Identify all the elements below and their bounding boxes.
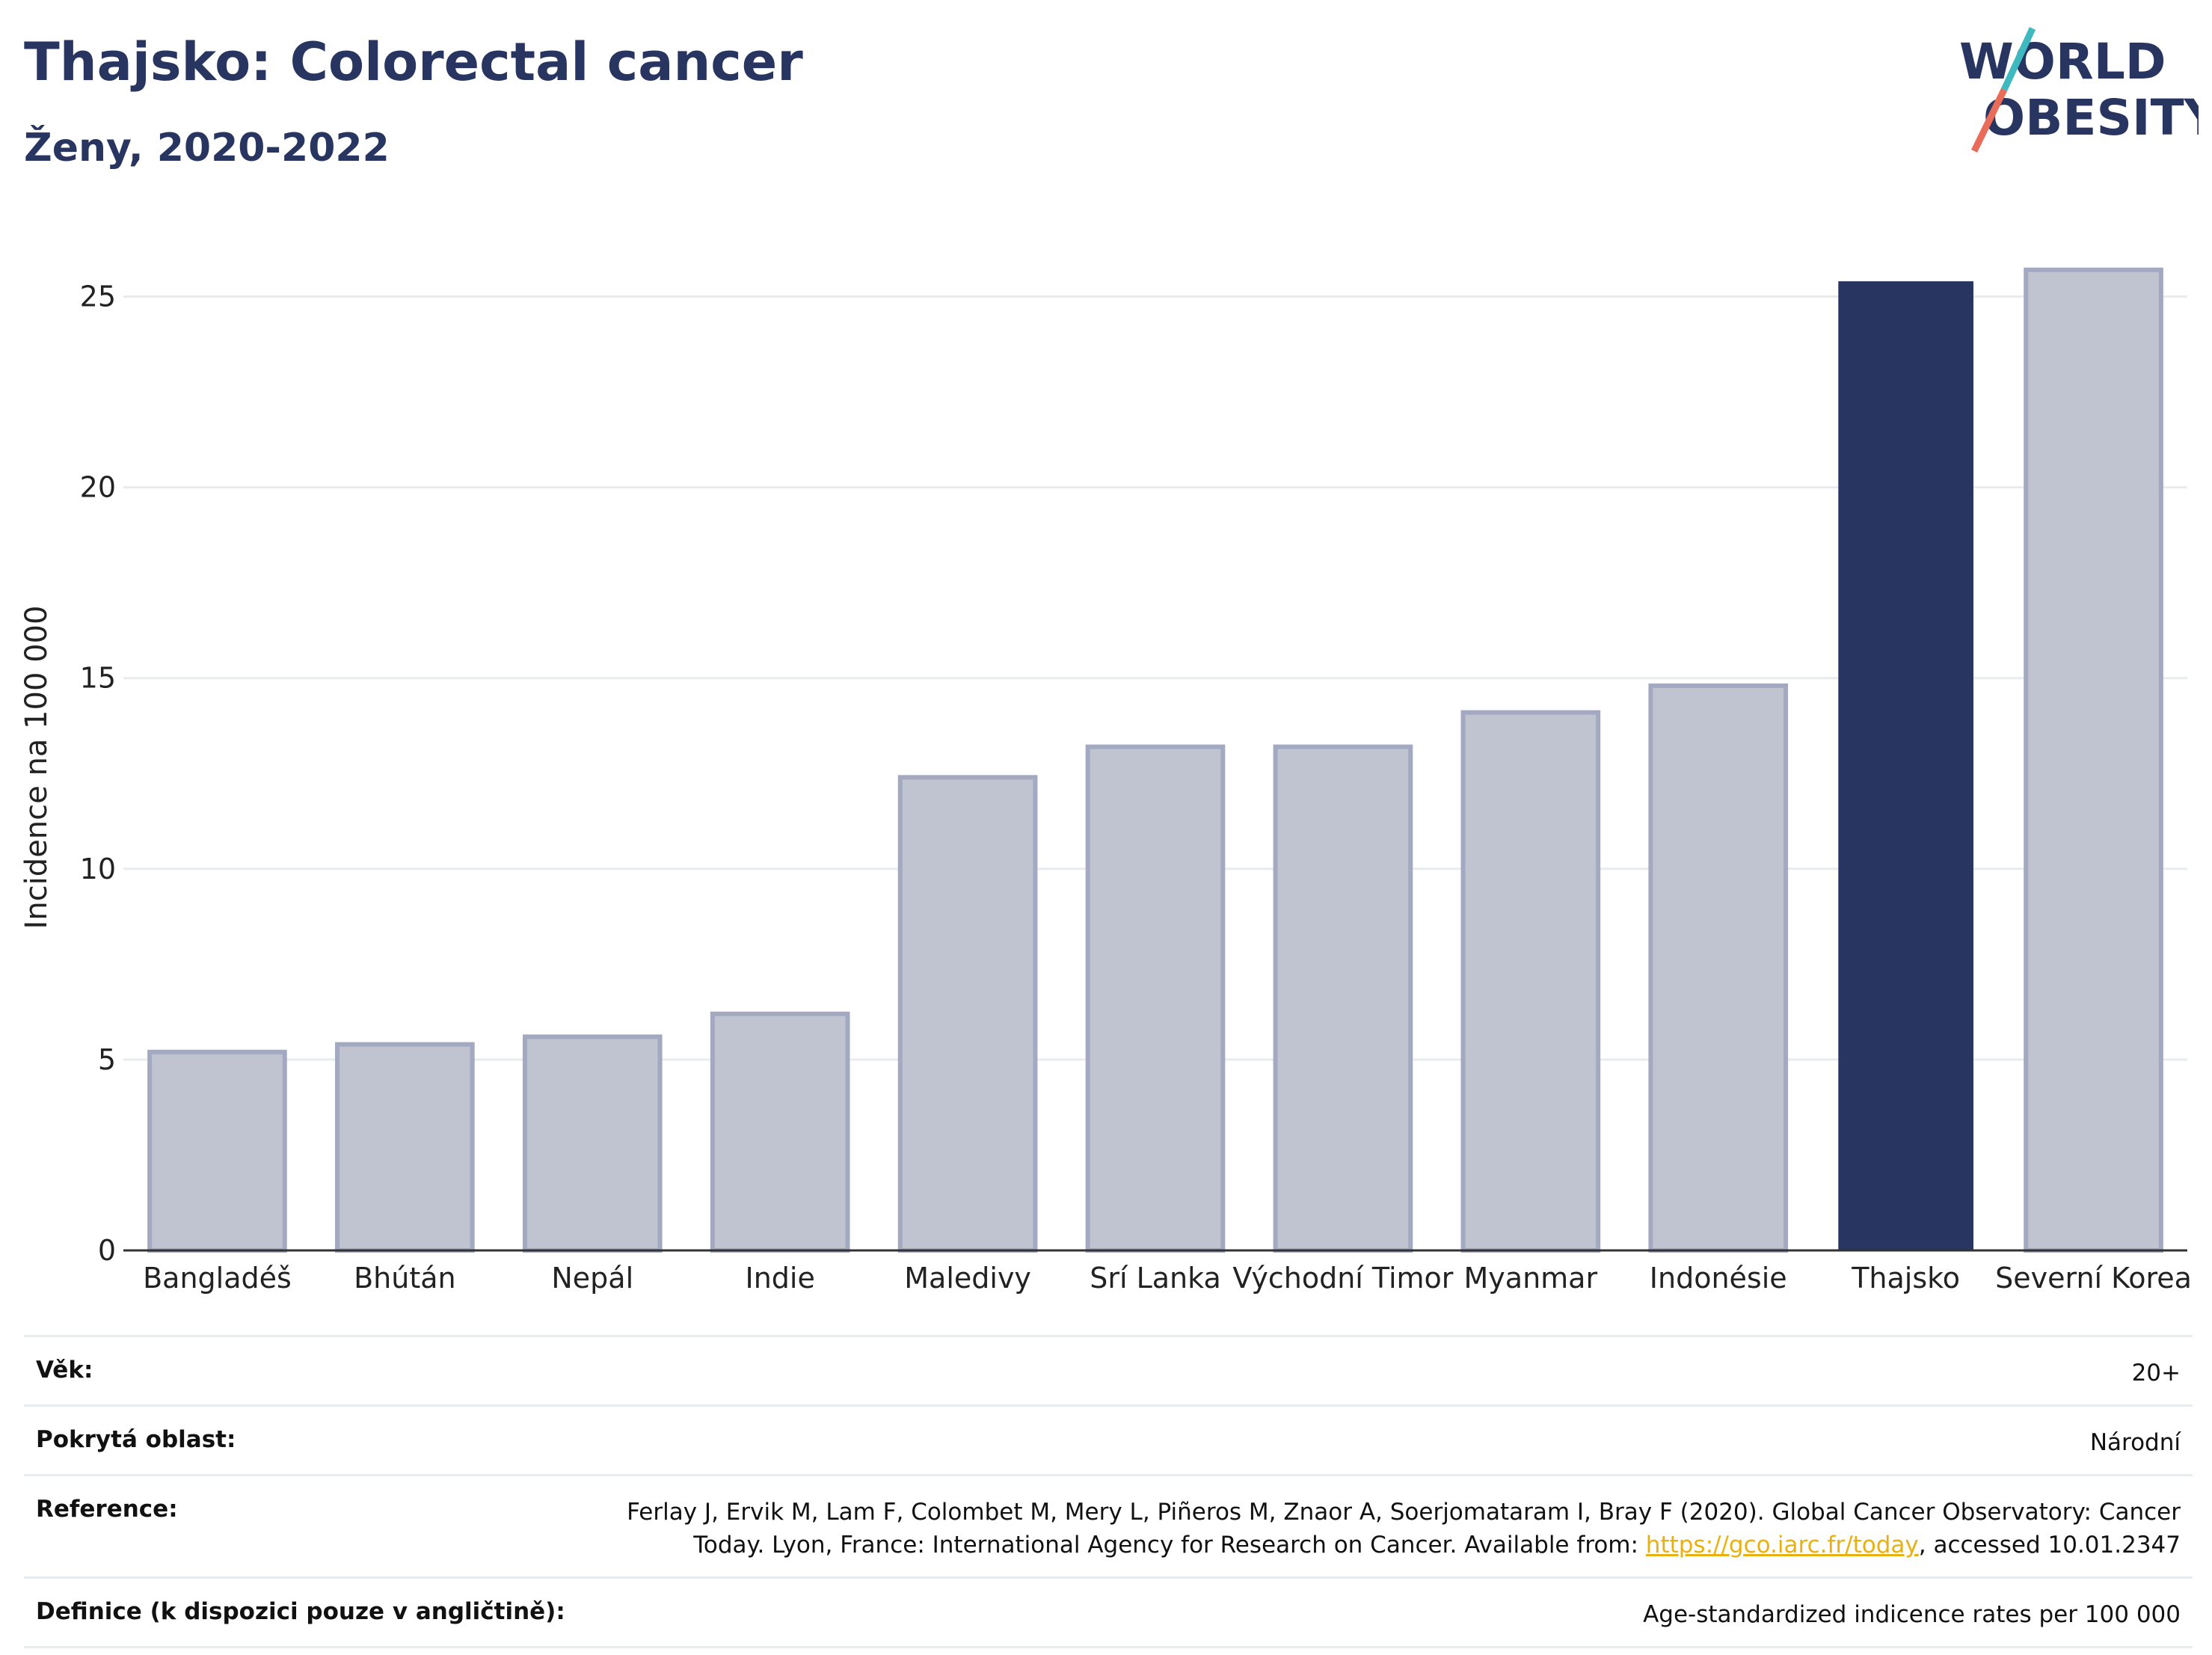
bar-chart: 0 5 10 15 20 25 Bangladéš Bhútán Nepál Indie Maled… (19, 267, 2192, 1295)
x-tick-label: Srí Lanka (1090, 1262, 1221, 1295)
x-tick-label: Severní Korea (1995, 1262, 2192, 1295)
axis-layer: 0 5 10 15 20 25 Bangladéš Bhútán Nepál Indie Maled… (80, 280, 2192, 1295)
bar (522, 1034, 663, 1253)
logo-slash-teal (2000, 27, 2036, 91)
y-tick-label: 15 (80, 662, 116, 695)
logo-line-2: OBESITY (1983, 89, 2199, 147)
bar (1085, 744, 1226, 1253)
reference-label: Reference: (36, 1496, 178, 1523)
reference-text-2: , accessed 10.01.2347 (1918, 1532, 2181, 1559)
x-tick-label: Indie (746, 1262, 815, 1295)
chart-subtitle: Ženy, 2020-2022 (24, 126, 390, 171)
bar (1460, 710, 1601, 1253)
meta-row-age: Věk: 20+ (24, 1335, 2193, 1404)
definition-value: Age-standardized indicence rates per 100… (1643, 1601, 2181, 1628)
meta-row-area: Pokrytá oblast: Národní (24, 1404, 2193, 1474)
metadata-table: Věk: 20+ Pokrytá oblast: Národní Referen… (24, 1335, 2193, 1648)
age-value: 20+ (2131, 1360, 2181, 1387)
bar (897, 775, 1038, 1253)
x-tick-label: Thajsko (1851, 1262, 1960, 1295)
area-value: Národní (2089, 1429, 2181, 1456)
y-axis-label: Incidence na 100 000 (19, 606, 54, 930)
bar (147, 1049, 287, 1253)
bar (335, 1042, 475, 1253)
meta-row-definition: Definice (k dispozici pouze v angličtině… (24, 1576, 2193, 1648)
y-tick-label: 10 (80, 853, 116, 885)
bar (1273, 744, 1413, 1253)
x-tick-label: Bhútán (354, 1262, 456, 1295)
world-obesity-logo: WORLD OBESITY (1959, 27, 2199, 153)
reference-link[interactable]: https://gco.iarc.fr/today (1645, 1532, 1919, 1559)
logo-slash-coral (1970, 88, 2008, 153)
y-tick-label: 20 (80, 471, 116, 504)
age-label: Věk: (36, 1357, 93, 1384)
x-tick-label: Indonésie (1650, 1262, 1787, 1295)
reference-value: Ferlay J, Ervik M, Lam F, Colombet M, Me… (610, 1496, 2181, 1562)
bar (710, 1011, 850, 1253)
x-tick-label: Nepál (551, 1262, 633, 1295)
y-tick-label: 0 (98, 1234, 116, 1267)
x-tick-label: Maledivy (904, 1262, 1031, 1295)
area-label: Pokrytá oblast: (36, 1426, 236, 1453)
bar (1648, 683, 1789, 1253)
x-tick-label: Bangladéš (143, 1262, 292, 1295)
definition-label: Definice (k dispozici pouze v angličtině… (36, 1598, 565, 1625)
y-tick-label: 25 (80, 280, 116, 313)
bars-layer (147, 267, 2163, 1253)
logo-line-1: WORLD (1959, 33, 2166, 90)
chart-title: Thajsko: Colorectal cancer (24, 31, 803, 93)
x-tick-label: Myanmar (1464, 1262, 1598, 1295)
bar (2024, 267, 2163, 1253)
x-tick-label: Východní Timor (1232, 1262, 1453, 1295)
bar-highlight (1838, 281, 1973, 1251)
y-tick-label: 5 (98, 1043, 116, 1076)
meta-row-reference: Reference: Ferlay J, Ervik M, Lam F, Col… (24, 1474, 2193, 1576)
reference-text-1: Ferlay J, Ervik M, Lam F, Colombet M, Me… (627, 1499, 2181, 1559)
